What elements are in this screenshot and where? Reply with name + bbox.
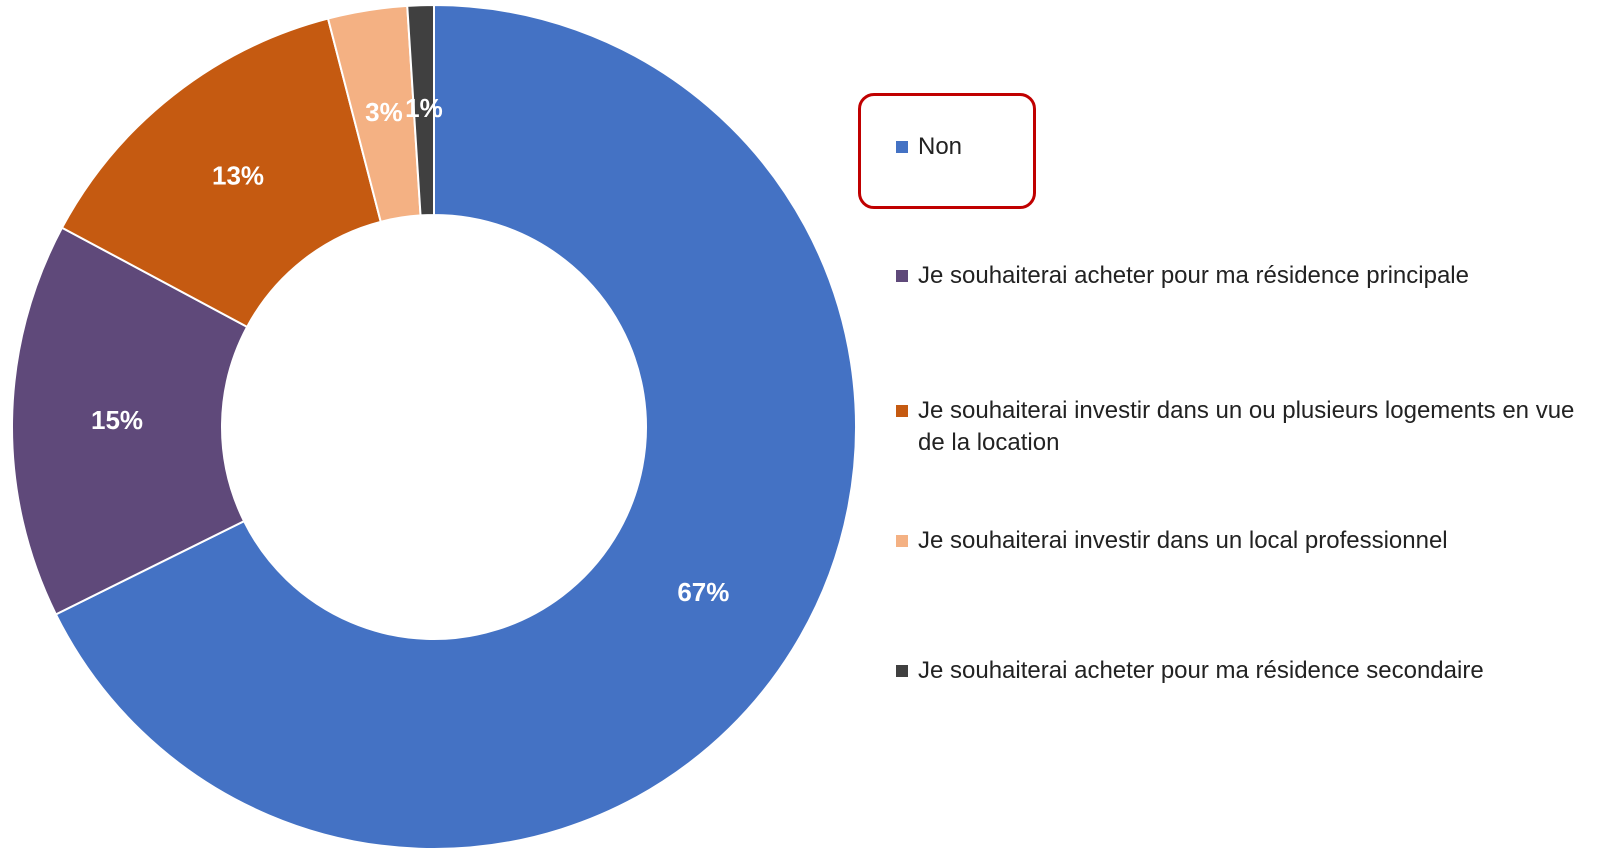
slice (54, 3, 857, 850)
legend-swatch (896, 405, 908, 417)
legend-swatch (896, 665, 908, 677)
legend-item: Je souhaiterai acheter pour ma résidence… (896, 260, 1576, 292)
legend-label: Non (918, 133, 963, 160)
legend-swatch (896, 270, 908, 282)
data-label: 15% (91, 405, 143, 435)
data-label: 3% (365, 97, 403, 127)
slice (406, 3, 435, 217)
highlight-box (858, 93, 1036, 209)
legend-label: Je souhaiterai acheter pour ma résidence… (918, 657, 1484, 684)
data-label: 67% (677, 577, 729, 607)
legend-label: Je souhaiterai investir dans un ou plusi… (918, 397, 1575, 456)
legend-item: Je souhaiterai investir dans un ou plusi… (896, 395, 1576, 459)
legend-item: Non (896, 131, 1576, 163)
legend-swatch (896, 141, 908, 153)
legend-label: Je souhaiterai acheter pour ma résidence… (918, 262, 1469, 289)
legend-item: Je souhaiterai acheter pour ma résidence… (896, 655, 1576, 687)
slice (60, 17, 382, 329)
legend-item: Je souhaiterai investir dans un local pr… (896, 525, 1576, 557)
legend-label: Je souhaiterai investir dans un local pr… (918, 527, 1448, 554)
slice (11, 226, 249, 616)
legend-swatch (896, 535, 908, 547)
data-label: 13% (212, 161, 264, 191)
data-label: 1% (405, 93, 443, 123)
donut: 67% 15% 13% 3% 1% (11, 3, 857, 850)
